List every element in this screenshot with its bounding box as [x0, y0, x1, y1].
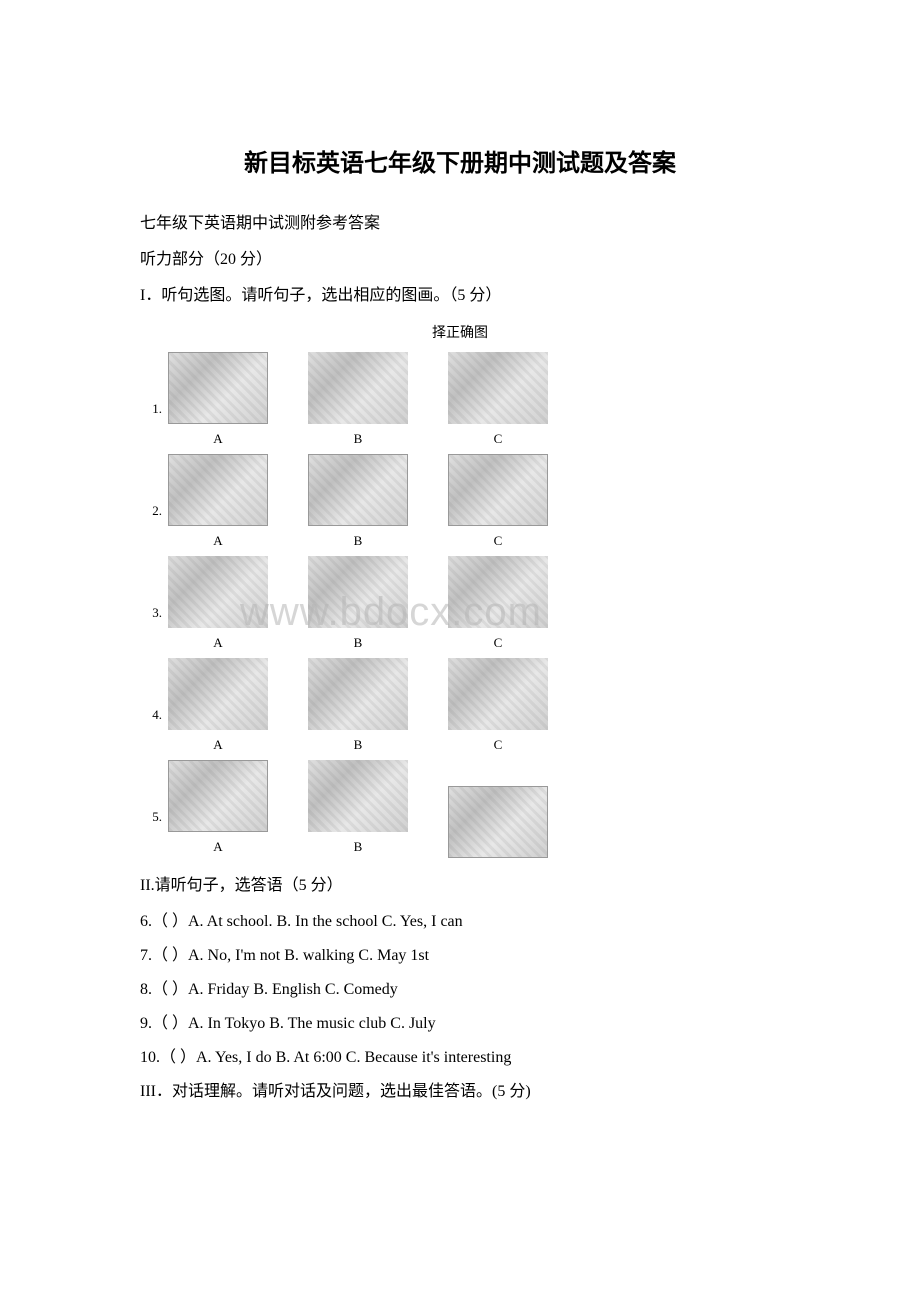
section3-heading: III．对话理解。请听对话及问题，选出最佳答语。(5 分): [140, 1076, 780, 1108]
image-cell: A: [168, 454, 268, 554]
image-row: 4. A B C: [140, 658, 780, 758]
option-label: A: [213, 834, 222, 860]
image-cell: B: [308, 760, 408, 860]
image-cell: A: [168, 556, 268, 656]
row-number: 1.: [140, 396, 168, 452]
image-placeholder: [308, 454, 408, 526]
image-placeholder: [308, 760, 408, 832]
option-label: B: [354, 834, 363, 860]
image-placeholder: [308, 352, 408, 424]
row-number: 3.: [140, 600, 168, 656]
image-cell: [448, 786, 548, 860]
option-label: A: [213, 426, 222, 452]
image-placeholder: [448, 658, 548, 730]
image-cell: C: [448, 352, 548, 452]
image-placeholder: [448, 556, 548, 628]
image-placeholder: [168, 556, 268, 628]
image-cell: A: [168, 352, 268, 452]
option-label: C: [494, 528, 503, 554]
option-label: C: [494, 630, 503, 656]
option-label: A: [213, 630, 222, 656]
listening-heading: 听力部分（20 分）: [140, 244, 780, 276]
image-cell: B: [308, 454, 408, 554]
image-grid: 1. A B C 2. A B: [140, 352, 780, 860]
image-placeholder: [448, 786, 548, 858]
image-cell: A: [168, 760, 268, 860]
image-cell: A: [168, 658, 268, 758]
question-line: 8.（ ）A. Friday B. English C. Comedy: [140, 974, 780, 1006]
option-label: C: [494, 426, 503, 452]
row-number: 5.: [140, 804, 168, 860]
image-row: 1. A B C: [140, 352, 780, 452]
image-placeholder: [168, 352, 268, 424]
option-label: B: [354, 426, 363, 452]
option-label: A: [213, 732, 222, 758]
option-label: B: [354, 630, 363, 656]
image-placeholder: [168, 760, 268, 832]
image-cell: B: [308, 658, 408, 758]
image-cell: C: [448, 454, 548, 554]
image-placeholder: [308, 658, 408, 730]
image-caption: 择正确图: [140, 320, 780, 348]
option-label: C: [494, 732, 503, 758]
image-grid-wrapper: www.bdocx.com 1. A B C 2. A: [140, 352, 780, 860]
section2-heading: II.请听句子，选答语（5 分）: [140, 870, 780, 902]
section1-heading: I．听句选图。请听句子，选出相应的图画。（5 分）: [140, 280, 780, 312]
image-placeholder: [168, 454, 268, 526]
option-label: B: [354, 732, 363, 758]
option-label: A: [213, 528, 222, 554]
page-title: 新目标英语七年级下册期中测试题及答案: [140, 140, 780, 188]
image-cell: B: [308, 556, 408, 656]
image-row: 5. A B: [140, 760, 780, 860]
question-line: 10.（ ）A. Yes, I do B. At 6:00 C. Because…: [140, 1042, 780, 1074]
row-number: 2.: [140, 498, 168, 554]
subtitle: 七年级下英语期中试测附参考答案: [140, 208, 780, 240]
image-row: 2. A B C: [140, 454, 780, 554]
image-cell: C: [448, 556, 548, 656]
question-line: 9.（ ）A. In Tokyo B. The music club C. Ju…: [140, 1008, 780, 1040]
image-cell: C: [448, 658, 548, 758]
image-row: 3. A B C: [140, 556, 780, 656]
row-number: 4.: [140, 702, 168, 758]
question-line: 7.（ ）A. No, I'm not B. walking C. May 1s…: [140, 940, 780, 972]
image-cell: B: [308, 352, 408, 452]
image-placeholder: [448, 454, 548, 526]
image-placeholder: [308, 556, 408, 628]
question-line: 6.（ ）A. At school. B. In the school C. Y…: [140, 906, 780, 938]
image-placeholder: [168, 658, 268, 730]
option-label: B: [354, 528, 363, 554]
image-placeholder: [448, 352, 548, 424]
